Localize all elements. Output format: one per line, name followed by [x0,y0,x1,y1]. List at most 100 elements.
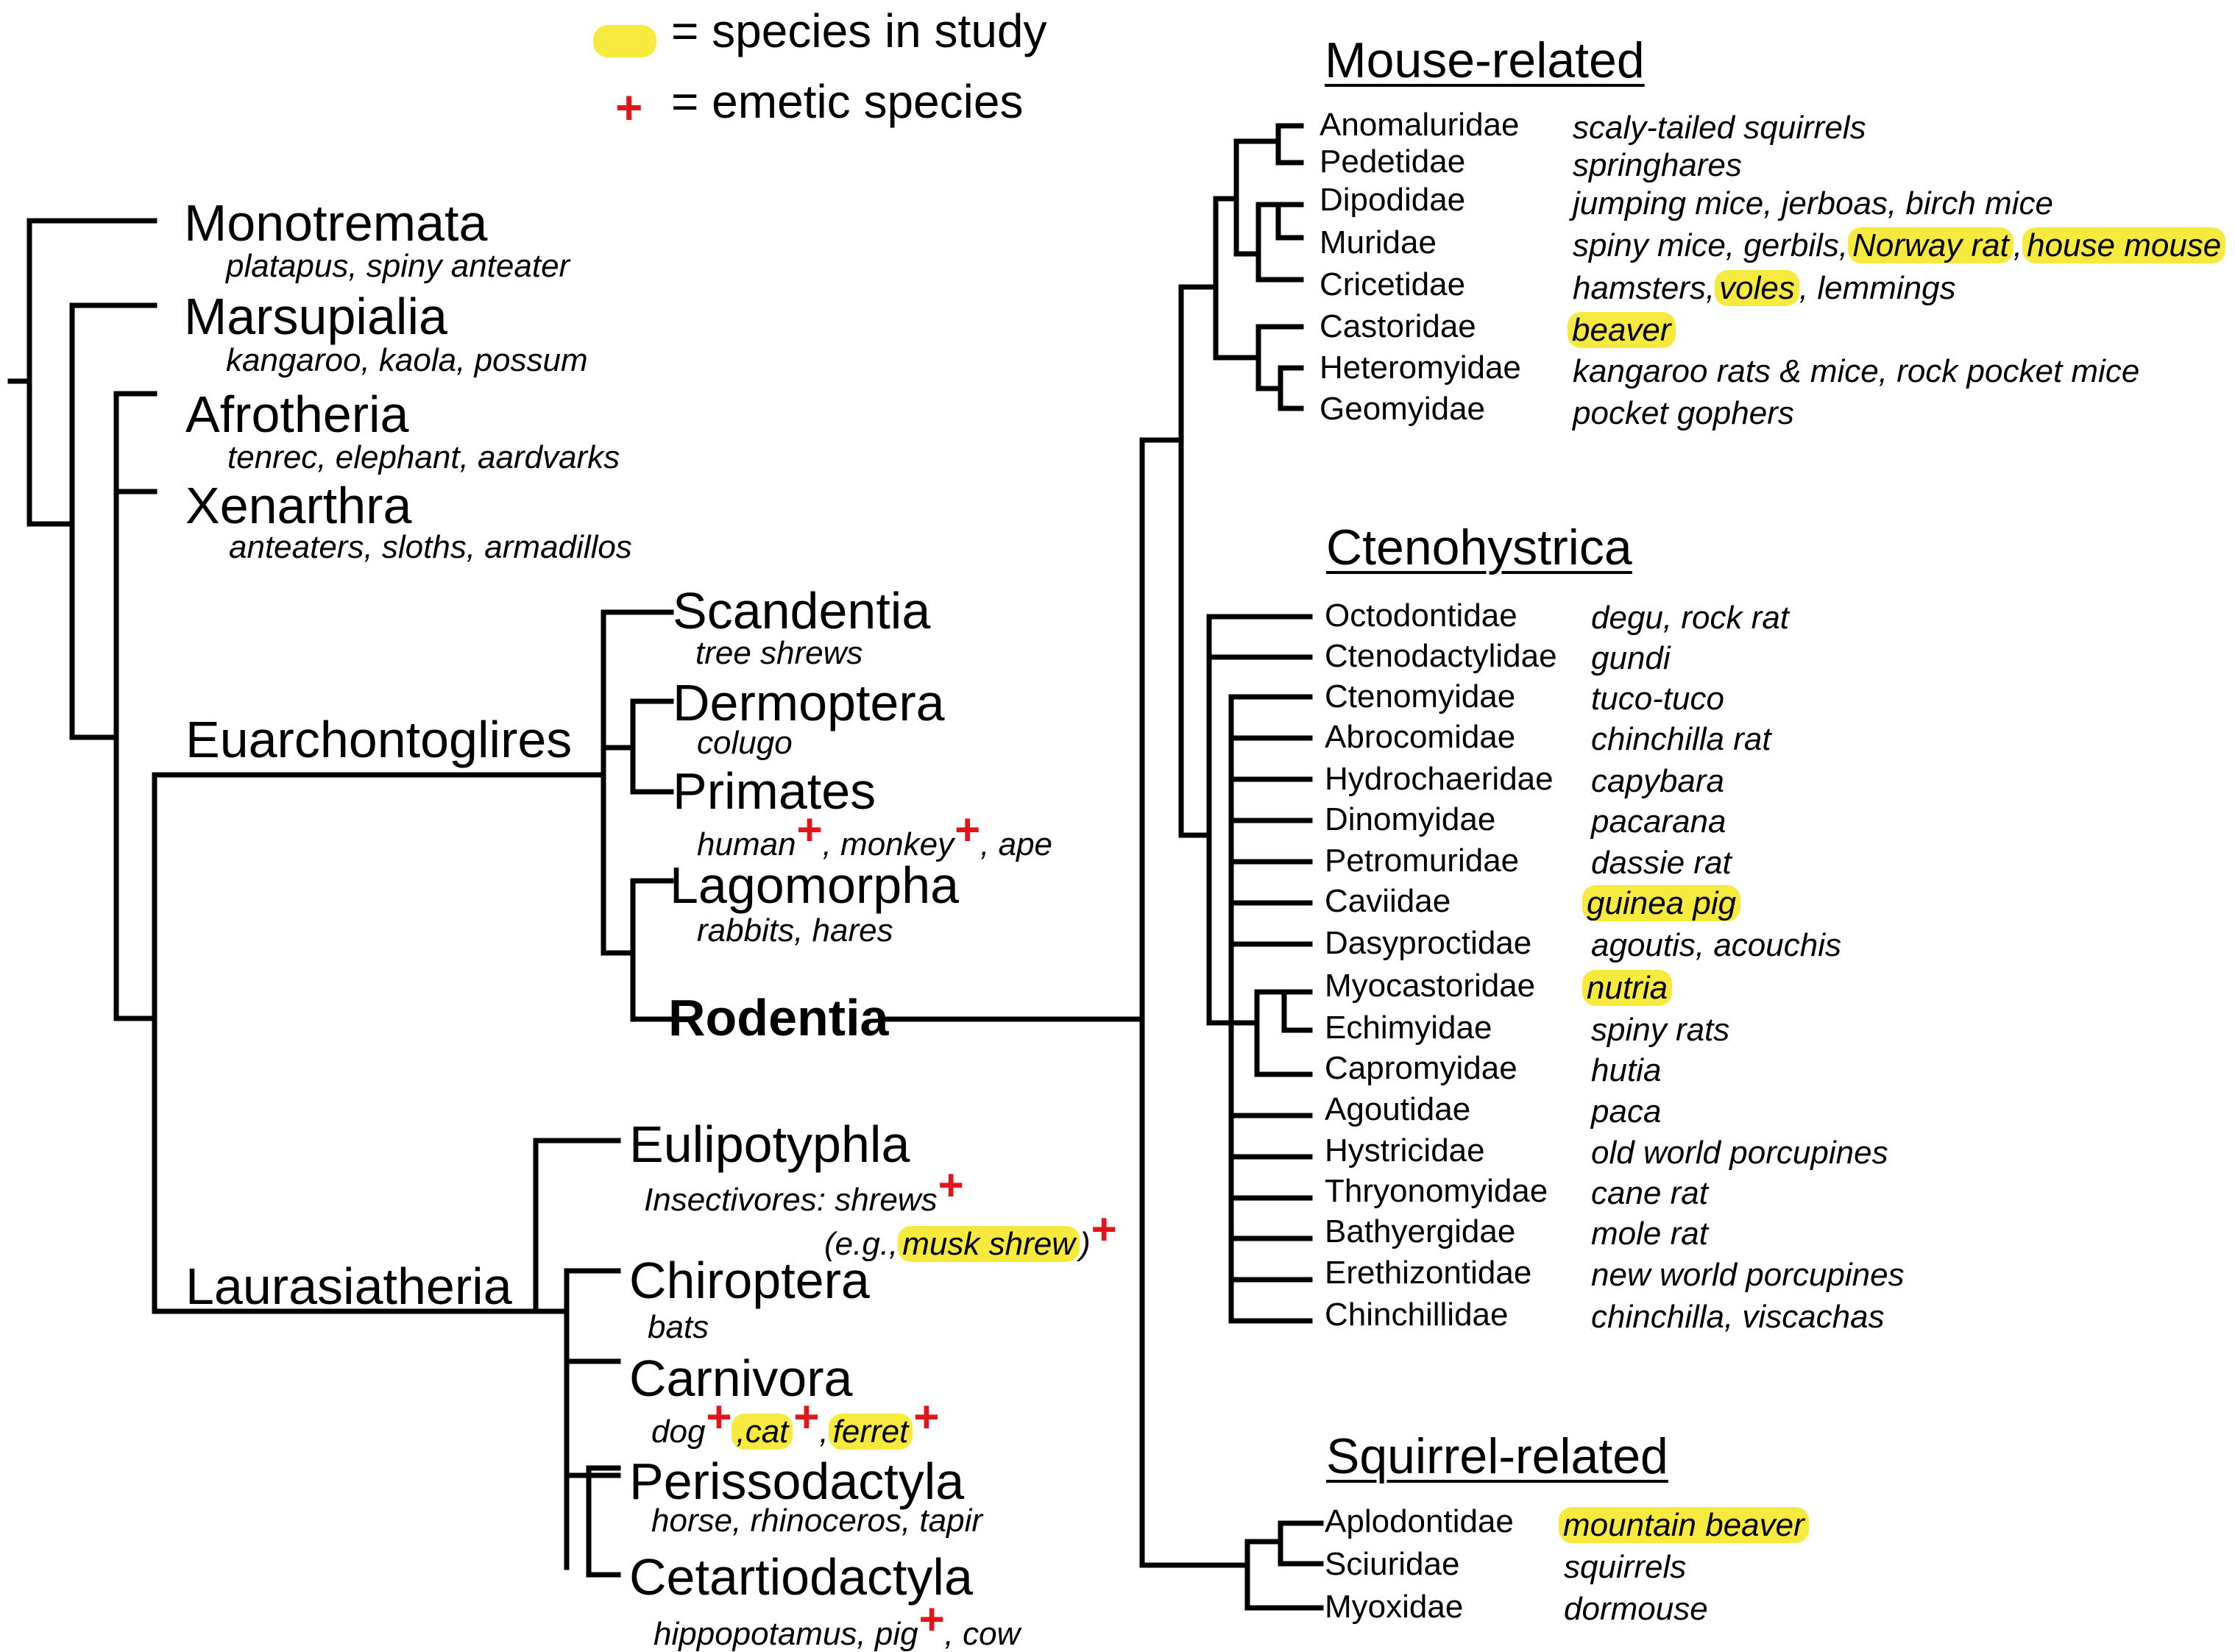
comma: , [2013,227,2023,263]
eg-suffix: ) [1080,1226,1091,1262]
family-name: Muridae [1320,224,1437,260]
family-name: Ctenodactylidae [1325,638,1557,674]
clade-primates-common: human+, monkey+, ape [697,808,1053,862]
emetic-plus-icon: + [954,805,981,854]
clade-dermoptera: Dermoptera [673,674,945,731]
emetic-plus-icon: + [615,81,643,134]
heading-mouse-related: Mouse-related [1325,32,1645,88]
emetic-plus-icon: + [1091,1205,1117,1254]
family-common: squirrels [1564,1549,1687,1585]
clade-lagomorpha-common: rabbits, hares [697,912,893,949]
branch-theria [26,302,157,740]
species-human: human [697,826,796,862]
clade-chiroptera-common: bats [648,1309,709,1345]
clade-perissodactyla-common: horse, rhinoceros, tapir [651,1503,982,1539]
branch-root [7,218,157,527]
family-name: Myocastoridae [1325,968,1536,1004]
family-name: Hydrochaeridae [1325,761,1554,797]
family-name: Geomyidae [1320,391,1486,427]
species-beaver: beaver [1568,312,1676,348]
clade-scandentia-common: tree shrews [695,635,863,671]
branch-mouse-related [1213,123,1304,411]
clade-carnivora-common: dog+ ,cat +, ferret + [651,1395,939,1450]
family-common: agoutis, acouchis [1591,927,1841,963]
family-name: Anomaluridae [1320,107,1520,143]
species-ferret: ferret [828,1414,913,1450]
family-common: spiny mice, gerbils, Norway rat, house mou… [1573,227,2226,263]
clade-afrotheria-common: tenrec, elephant, aardvarks [227,439,620,475]
family-common: pocket gophers [1573,395,1794,431]
emetic-plus-icon: + [918,1595,945,1644]
species-norway-rat: Norway rat [1848,227,2013,263]
family-common: pacarana [1591,804,1726,840]
family-name: Dinomyidae [1325,801,1496,837]
species-dog: dog [651,1414,706,1450]
family-name: Ctenomyidae [1325,678,1516,715]
species-ape: , ape [980,826,1053,862]
species-in-study: nutria [1582,970,1673,1006]
family-common: jumping mice, jerboas, birch mice [1573,185,2053,221]
family-name: Thryonomyidae [1325,1173,1548,1209]
species-cow: , cow [944,1616,1021,1652]
heading-ctenohystrica: Ctenohystrica [1326,520,1632,575]
emetic-plus-icon: + [796,805,823,854]
species-cat: ,cat [732,1414,793,1450]
family-name: Pedetidae [1320,143,1466,180]
emetic-plus-icon: + [913,1392,940,1442]
family-common: dormouse [1564,1591,1708,1627]
clade-laurasiatheria: Laurasiatheria [185,1258,512,1315]
clade-carnivora: Carnivora [629,1350,853,1407]
clade-afrotheria: Afrotheria [185,386,409,443]
family-name: Petromuridae [1325,843,1520,879]
family-common: hamsters, voles, lemmings [1573,270,1956,306]
species-musk-shrew: musk shrew [898,1226,1080,1262]
clade-rodentia: Rodentia [668,989,889,1046]
family-common: kangaroo rats & mice, rock pocket mice [1573,353,2140,389]
clade-marsupialia: Marsupialia [184,288,447,345]
family-common: mole rat [1591,1216,1708,1252]
family-name: Sciuridae [1325,1546,1460,1582]
family-name: Agoutidae [1325,1091,1471,1127]
family-common: mountain beaver [1559,1507,1809,1543]
family-common: new world porcupines [1591,1257,1905,1293]
family-common: spiny rats [1591,1012,1730,1048]
clade-monotremata: Monotremata [184,194,488,252]
clade-perissodactyla: Perissodactyla [629,1453,965,1510]
family-name: Castoridae [1320,308,1476,344]
clade-primates: Primates [673,762,876,820]
family-common: dassie rat [1591,845,1732,881]
branch-glires [601,878,674,1022]
branch-ctenohystrica [1206,614,1313,1324]
emetic-plus-icon: + [793,1392,820,1442]
family-name: Aplodontidae [1325,1503,1514,1539]
clade-xenarthra-common: anteaters, sloths, armadillos [229,529,632,565]
branch-squirrel-related [1244,1520,1324,1611]
clade-monotremata-common: platapus, spiny anteater [226,248,570,284]
legend-highlight-swatch [593,25,656,57]
branch-rodentia [1139,284,1250,1568]
clade-eulipotyphla-line1: Insectivores: shrews+ [644,1163,964,1218]
branch-eutheria [69,391,157,1021]
family-name: Myoxidae [1325,1589,1464,1625]
heading-squirrel-related: Squirrel-related [1326,1428,1668,1484]
legend-emetic: + [614,79,642,131]
family-name: Dasyproctidae [1325,925,1532,961]
clade-dermoptera-common: colugo [697,725,793,761]
branch-atlantogenata [113,391,157,1021]
family-name: Hystricidae [1325,1132,1485,1169]
family-common: springhares [1573,147,1742,183]
family-name: Abrocomidae [1325,719,1516,755]
family-name: Heteromyidae [1320,350,1521,386]
family-common: chinchilla, viscachas [1591,1299,1885,1335]
species-pig: hippopotamus, pig [654,1616,918,1652]
emetic-plus-icon: + [706,1392,732,1442]
family-name: Chinchillidae [1325,1297,1509,1333]
clade-euarchontoglires: Euarchontoglires [185,711,573,768]
family-common: hutia [1591,1052,1662,1088]
legend-species-label: = species in study [671,4,1047,57]
species-voles: voles [1715,270,1799,306]
insectivores-text: Insectivores: shrews [644,1182,938,1218]
family-name: Echimyidae [1325,1010,1492,1046]
species-house-mouse: house mouse [2022,227,2226,263]
